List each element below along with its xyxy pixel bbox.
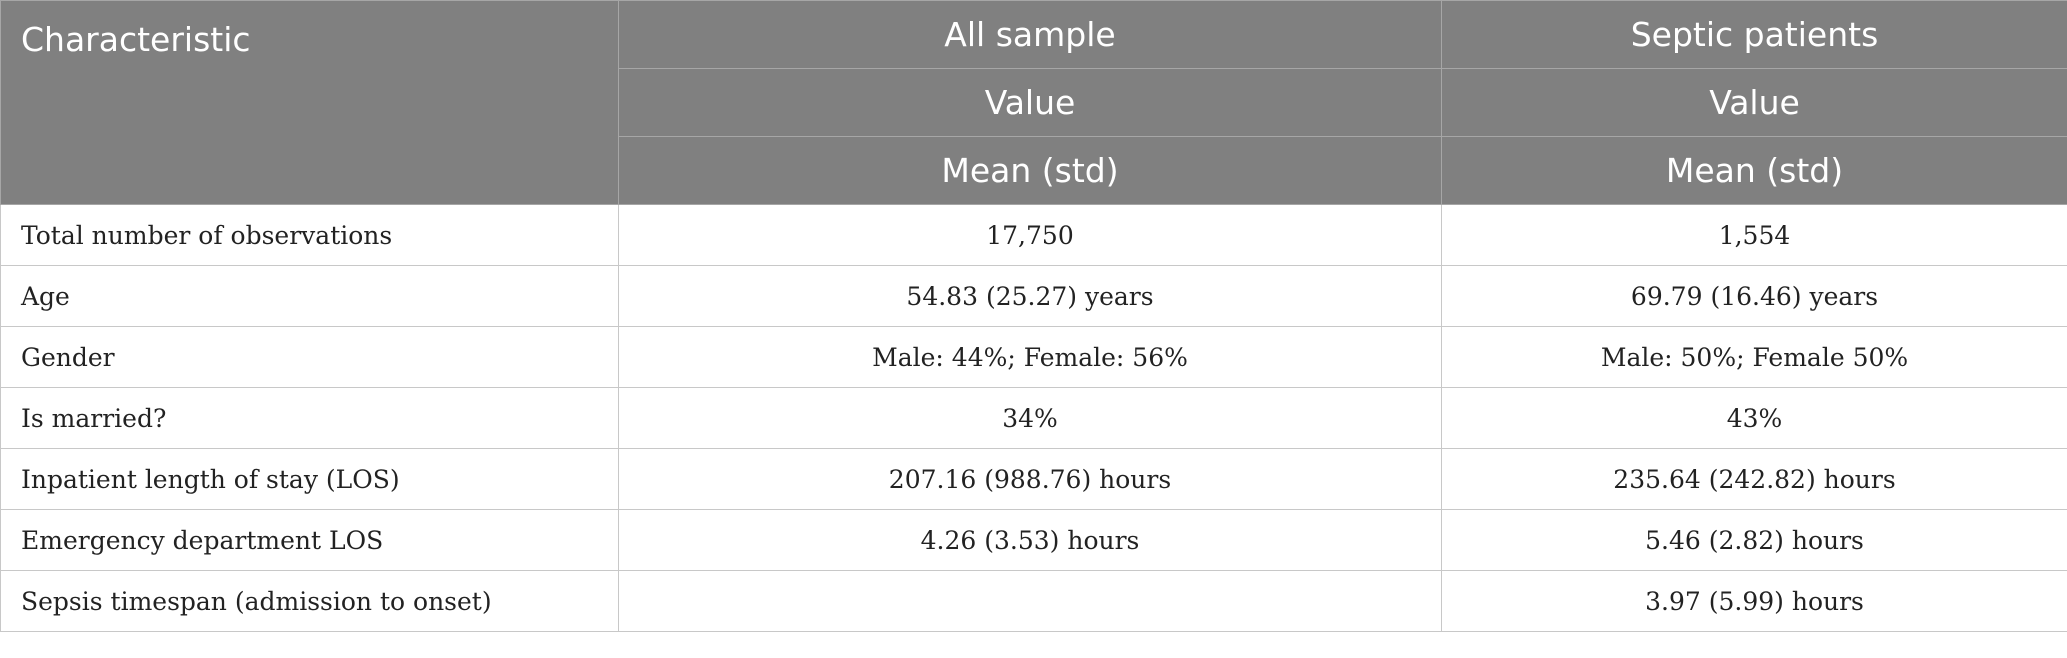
row-label: Age: [0, 265, 619, 327]
row-label: Emergency department LOS: [0, 509, 619, 571]
all-sample-cell: [618, 570, 1442, 632]
table-row: Total number of observations 17,750 1,55…: [0, 204, 2067, 266]
septic-cell: 43%: [1441, 387, 2067, 449]
header-all-sample: All sample: [618, 0, 1442, 69]
septic-cell: 69.79 (16.46) years: [1441, 265, 2067, 327]
septic-cell: 1,554: [1441, 204, 2067, 266]
row-label: Inpatient length of stay (LOS): [0, 448, 619, 510]
septic-cell: 235.64 (242.82) hours: [1441, 448, 2067, 510]
all-sample-cell: 207.16 (988.76) hours: [618, 448, 1442, 510]
row-label: Is married?: [0, 387, 619, 449]
table-header: Characteristic All sample Septic patient…: [0, 0, 2067, 205]
row-label: Gender: [0, 326, 619, 388]
all-sample-cell: 54.83 (25.27) years: [618, 265, 1442, 327]
table-row: Gender Male: 44%; Female: 56% Male: 50%;…: [0, 326, 2067, 388]
all-sample-cell: 17,750: [618, 204, 1442, 266]
header-septic-value: Value: [1441, 68, 2067, 137]
all-sample-cell: 4.26 (3.53) hours: [618, 509, 1442, 571]
table-row: Is married? 34% 43%: [0, 387, 2067, 449]
row-label: Sepsis timespan (admission to onset): [0, 570, 619, 632]
table-body: Total number of observations 17,750 1,55…: [0, 204, 2067, 632]
header-characteristic: Characteristic: [0, 0, 619, 205]
header-septic-patients: Septic patients: [1441, 0, 2067, 69]
header-all-sample-value: Value: [618, 68, 1442, 137]
table-row: Age 54.83 (25.27) years 69.79 (16.46) ye…: [0, 265, 2067, 327]
septic-cell: 3.97 (5.99) hours: [1441, 570, 2067, 632]
all-sample-cell: 34%: [618, 387, 1442, 449]
table-row: Inpatient length of stay (LOS) 207.16 (9…: [0, 448, 2067, 510]
header-all-sample-mean-std: Mean (std): [618, 136, 1442, 205]
table-row: Sepsis timespan (admission to onset) 3.9…: [0, 570, 2067, 632]
septic-cell: Male: 50%; Female 50%: [1441, 326, 2067, 388]
header-septic-mean-std: Mean (std): [1441, 136, 2067, 205]
characteristics-table: Characteristic All sample Septic patient…: [0, 0, 2067, 632]
row-label: Total number of observations: [0, 204, 619, 266]
table-row: Emergency department LOS 4.26 (3.53) hou…: [0, 509, 2067, 571]
septic-cell: 5.46 (2.82) hours: [1441, 509, 2067, 571]
all-sample-cell: Male: 44%; Female: 56%: [618, 326, 1442, 388]
